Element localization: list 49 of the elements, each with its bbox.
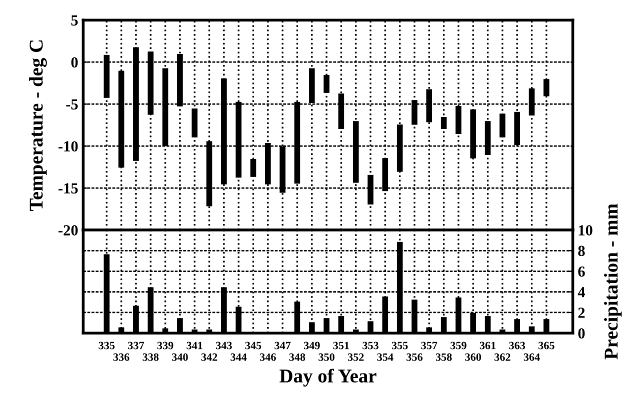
y-tick-label: -20 xyxy=(58,225,78,236)
x-tick-label: 364 xyxy=(524,353,540,361)
y-tick-label: 0 xyxy=(71,57,78,68)
x-tick-label: 335 xyxy=(98,342,115,350)
x-tick-label: 360 xyxy=(465,353,482,361)
bar xyxy=(500,114,506,138)
x-tick-label: 347 xyxy=(274,342,291,350)
x-tick-label: 354 xyxy=(377,353,394,361)
x-tick-label: 352 xyxy=(348,353,364,361)
x-tick-label: 338 xyxy=(142,353,159,361)
x-tick-label: 353 xyxy=(362,342,378,350)
y2-tick-label: 8 xyxy=(578,246,585,256)
x-tick-label: 359 xyxy=(450,342,466,350)
y-tick-label: 5 xyxy=(71,15,78,26)
x-tick-label: 363 xyxy=(509,342,526,350)
x-tick-label: 336 xyxy=(113,353,130,361)
x-tick-label: 351 xyxy=(333,342,349,350)
x-tick-label: 346 xyxy=(260,353,276,361)
y2-tick-label: 10 xyxy=(578,225,592,236)
x-tick-label: 362 xyxy=(494,353,510,361)
x-tick-label: 356 xyxy=(406,353,422,361)
bar xyxy=(192,108,198,138)
x-tick-label: 365 xyxy=(538,342,554,350)
x-tick-label: 357 xyxy=(421,342,438,350)
x-tick-label: 337 xyxy=(128,342,144,350)
y2-axis-title: Precipitation - mm xyxy=(604,204,622,360)
x-tick-label: 349 xyxy=(304,342,320,350)
x-axis-title: Day of Year xyxy=(280,368,376,387)
x-tick-label: 348 xyxy=(289,353,306,361)
y2-tick-label: 6 xyxy=(578,266,585,277)
y2-tick-label: 4 xyxy=(578,287,586,298)
x-tick-label: 361 xyxy=(480,342,496,350)
x-tick-label: 355 xyxy=(392,342,408,350)
x-tick-label: 342 xyxy=(201,353,218,361)
x-tick-label: 358 xyxy=(436,353,452,361)
x-tick-label: 339 xyxy=(157,342,174,350)
y-tick-label: -10 xyxy=(58,141,78,152)
x-tick-label: 345 xyxy=(245,342,262,350)
y-axis-title: Temperature - deg C xyxy=(29,40,47,211)
y-tick-label: -15 xyxy=(58,183,78,194)
y-tick-label: -5 xyxy=(66,99,78,110)
x-tick-label: 341 xyxy=(186,342,202,350)
x-tick-label: 343 xyxy=(216,342,232,350)
y2-tick-label: 0 xyxy=(578,328,585,339)
x-tick-label: 340 xyxy=(172,353,188,361)
x-tick-label: 344 xyxy=(230,353,247,361)
x-tick-label: 350 xyxy=(318,353,334,361)
y2-tick-label: 2 xyxy=(578,308,585,318)
bar xyxy=(440,116,447,129)
